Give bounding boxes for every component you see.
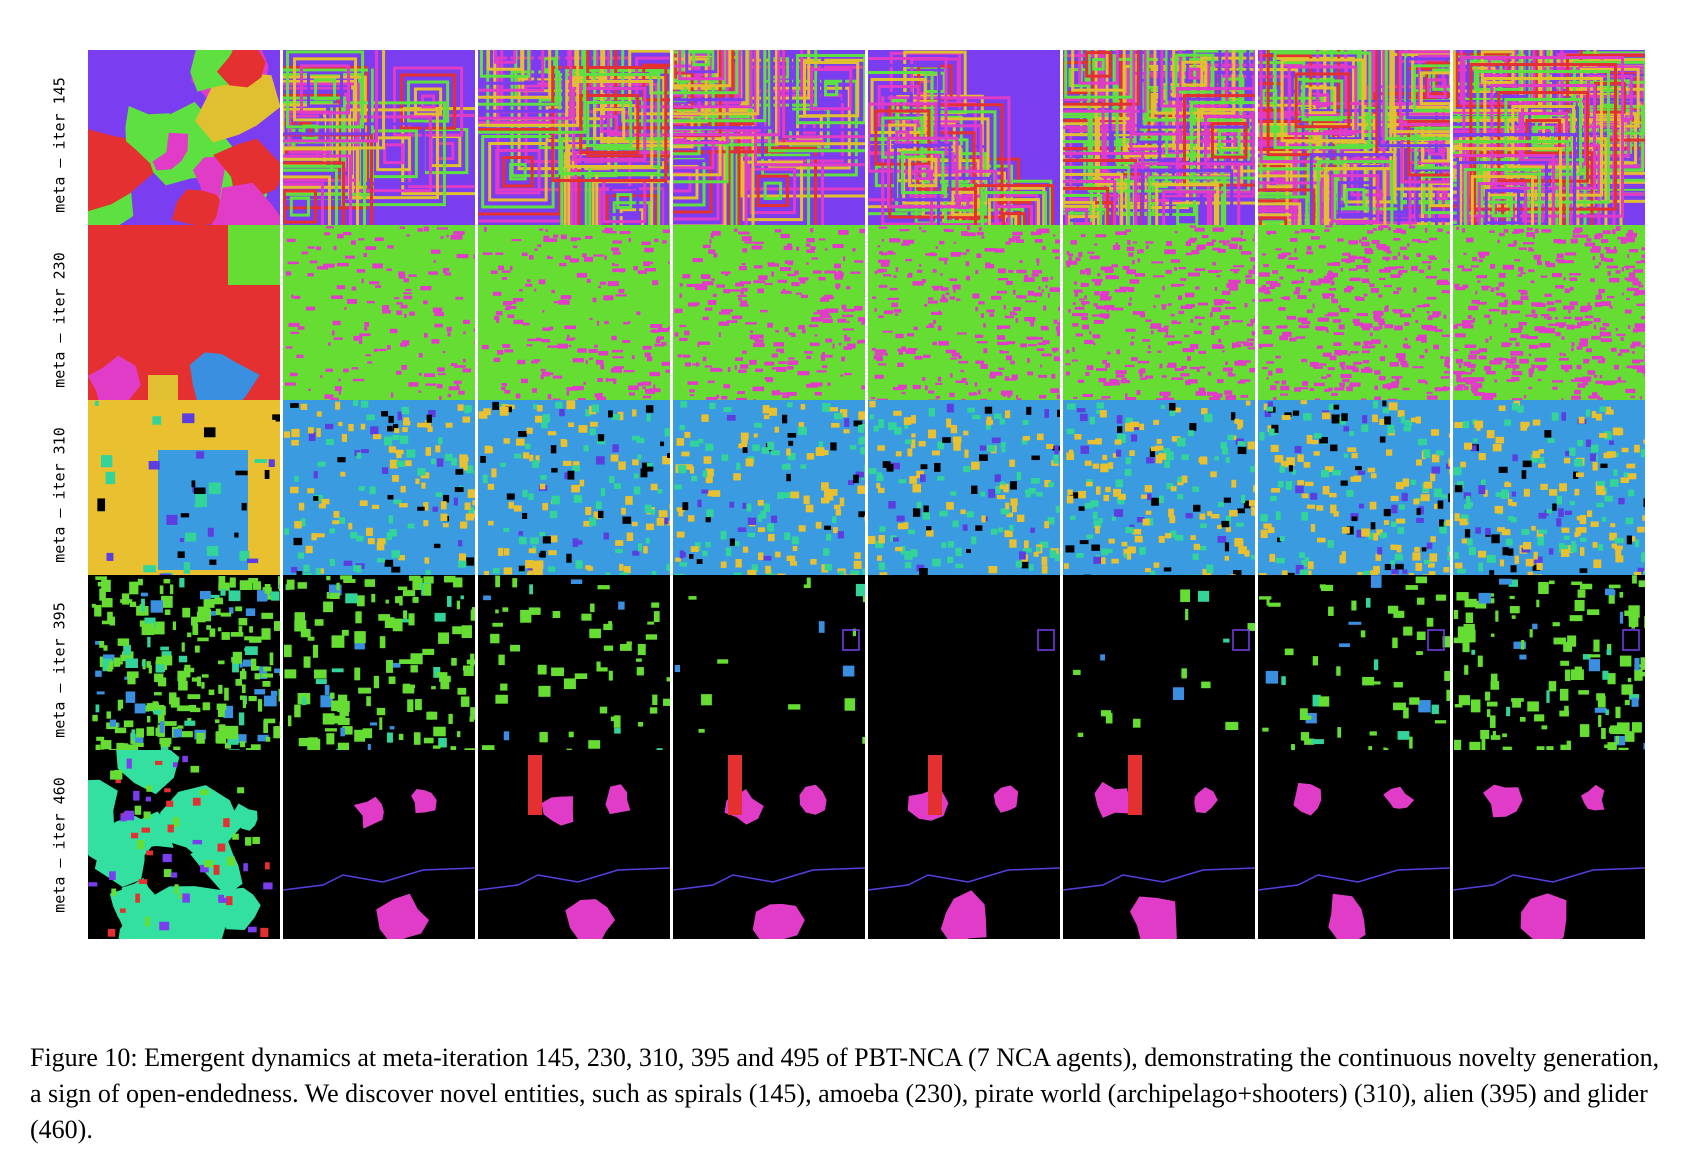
- panel-image: [478, 225, 670, 414]
- figure-panel: [868, 225, 1060, 414]
- row-label: meta — iter 395: [51, 601, 69, 738]
- figure-panel: [283, 50, 475, 239]
- panel-image: [1453, 575, 1645, 764]
- figure-panel: [1258, 400, 1450, 589]
- panel-image: [1063, 750, 1255, 939]
- panel-image: [88, 575, 280, 764]
- figure-panel: [673, 575, 865, 764]
- panel-image: [1063, 50, 1255, 239]
- panel-image: [1453, 50, 1645, 239]
- figure-panel: [1453, 400, 1645, 589]
- row-label: meta — iter 460: [51, 776, 69, 913]
- panel-image: [88, 750, 280, 939]
- figure-panel: [283, 750, 475, 939]
- figure-panel: [1063, 575, 1255, 764]
- figure-panel: [1258, 750, 1450, 939]
- figure-panel: [283, 575, 475, 764]
- figure-panel: [673, 400, 865, 589]
- row-panels: [88, 750, 1660, 939]
- figure-panel: [868, 400, 1060, 589]
- figure-panel: [868, 50, 1060, 239]
- panel-image: [283, 50, 475, 239]
- panel-image: [1258, 400, 1450, 589]
- panel-image: [1258, 50, 1450, 239]
- panel-image: [1453, 225, 1645, 414]
- panel-image: [478, 575, 670, 764]
- panel-image: [868, 400, 1060, 589]
- figure-panel: [283, 225, 475, 414]
- panel-image: [868, 750, 1060, 939]
- figure-panel: [88, 400, 280, 589]
- figure-panel: [283, 400, 475, 589]
- row-label: meta — iter 230: [51, 251, 69, 388]
- row-panels: [88, 575, 1660, 764]
- figure-panel: [673, 50, 865, 239]
- figure-panel: [673, 750, 865, 939]
- figure-row-145: meta — iter 145: [40, 50, 1660, 239]
- panel-image: [478, 50, 670, 239]
- figure-row-310: meta — iter 310: [40, 400, 1660, 589]
- figure-panel: [868, 575, 1060, 764]
- panel-image: [1258, 575, 1450, 764]
- row-label: meta — iter 145: [51, 76, 69, 213]
- panel-image: [1258, 225, 1450, 414]
- panel-image: [1453, 750, 1645, 939]
- figure-panel: [1453, 225, 1645, 414]
- figure-panel: [1453, 575, 1645, 764]
- panel-image: [1453, 400, 1645, 589]
- figure-row-460: meta — iter 460: [40, 750, 1660, 939]
- panel-image: [673, 225, 865, 414]
- figure-panel: [1258, 575, 1450, 764]
- panel-image: [88, 50, 280, 239]
- panel-image: [868, 225, 1060, 414]
- figure-caption: Figure 10: Emergent dynamics at meta-ite…: [30, 1043, 1660, 1144]
- panel-image: [478, 750, 670, 939]
- panel-image: [283, 225, 475, 414]
- figure-row-230: meta — iter 230: [40, 225, 1660, 414]
- panel-image: [673, 750, 865, 939]
- panel-image: [1063, 575, 1255, 764]
- panel-image: [868, 50, 1060, 239]
- figure-panel: [868, 750, 1060, 939]
- figure-panel: [478, 750, 670, 939]
- panel-image: [88, 225, 280, 414]
- panel-image: [1258, 750, 1450, 939]
- row-panels: [88, 400, 1660, 589]
- panel-image: [88, 400, 280, 589]
- figure-panel: [1258, 50, 1450, 239]
- figure-row-395: meta — iter 395: [40, 575, 1660, 764]
- row-panels: [88, 50, 1660, 239]
- figure-panel: [478, 575, 670, 764]
- panel-image: [868, 575, 1060, 764]
- row-label: meta — iter 310: [51, 426, 69, 563]
- figure-panel: [88, 575, 280, 764]
- panel-image: [283, 750, 475, 939]
- figure-panel: [88, 225, 280, 414]
- figure-panel: [478, 225, 670, 414]
- panel-image: [283, 400, 475, 589]
- panel-image: [673, 400, 865, 589]
- panel-image: [673, 50, 865, 239]
- figure-panel: [1063, 750, 1255, 939]
- figure-panel: [88, 750, 280, 939]
- figure-panel: [673, 225, 865, 414]
- figure-panel: [88, 50, 280, 239]
- figure-panel: [478, 400, 670, 589]
- panel-image: [673, 575, 865, 764]
- row-panels: [88, 225, 1660, 414]
- figure-panel: [1063, 400, 1255, 589]
- figure-panel: [1063, 50, 1255, 239]
- figure-panel: [1063, 225, 1255, 414]
- panel-image: [283, 575, 475, 764]
- figure-panel: [1453, 750, 1645, 939]
- figure-panel: [478, 50, 670, 239]
- figure-panel: [1453, 50, 1645, 239]
- panel-image: [1063, 225, 1255, 414]
- panel-image: [1063, 400, 1255, 589]
- panel-image: [478, 400, 670, 589]
- figure-panel: [1258, 225, 1450, 414]
